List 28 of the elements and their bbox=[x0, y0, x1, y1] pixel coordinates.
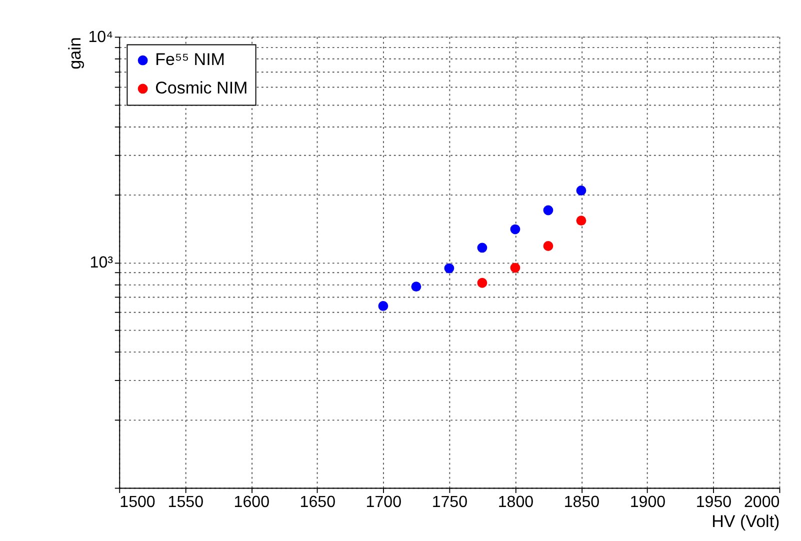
x-tick-label: 1700 bbox=[366, 493, 402, 512]
point bbox=[477, 242, 488, 253]
point bbox=[378, 301, 388, 311]
y-tick-label: 10³ bbox=[90, 253, 114, 272]
legend-label: Cosmic NIM bbox=[155, 78, 248, 98]
point bbox=[444, 263, 454, 274]
point bbox=[543, 205, 554, 216]
point bbox=[510, 262, 520, 273]
x-tick-label: 1650 bbox=[300, 493, 336, 512]
x-tick-label: 1950 bbox=[696, 493, 732, 512]
x-tick-label: 1500 bbox=[120, 493, 156, 512]
point bbox=[543, 241, 554, 251]
point bbox=[411, 282, 422, 292]
x-axis-title: HV (Volt) bbox=[712, 512, 780, 532]
legend-label: Fe⁵⁵ NIM bbox=[155, 50, 225, 70]
x-tick-label: 1850 bbox=[564, 493, 600, 512]
x-tick-label: 1800 bbox=[498, 493, 534, 512]
x-tick-label: 1550 bbox=[168, 493, 204, 512]
x-tick-label: 1750 bbox=[432, 493, 468, 512]
point bbox=[477, 278, 488, 288]
x-tick-label: 1600 bbox=[234, 493, 270, 512]
point bbox=[576, 216, 586, 226]
y-tick-label: 10⁴ bbox=[88, 28, 114, 46]
x-tick-label: 2000 bbox=[744, 493, 780, 512]
point bbox=[510, 224, 520, 234]
x-tick-label: 1900 bbox=[630, 493, 666, 512]
point bbox=[576, 186, 586, 196]
y-axis-title: gain bbox=[66, 37, 85, 70]
